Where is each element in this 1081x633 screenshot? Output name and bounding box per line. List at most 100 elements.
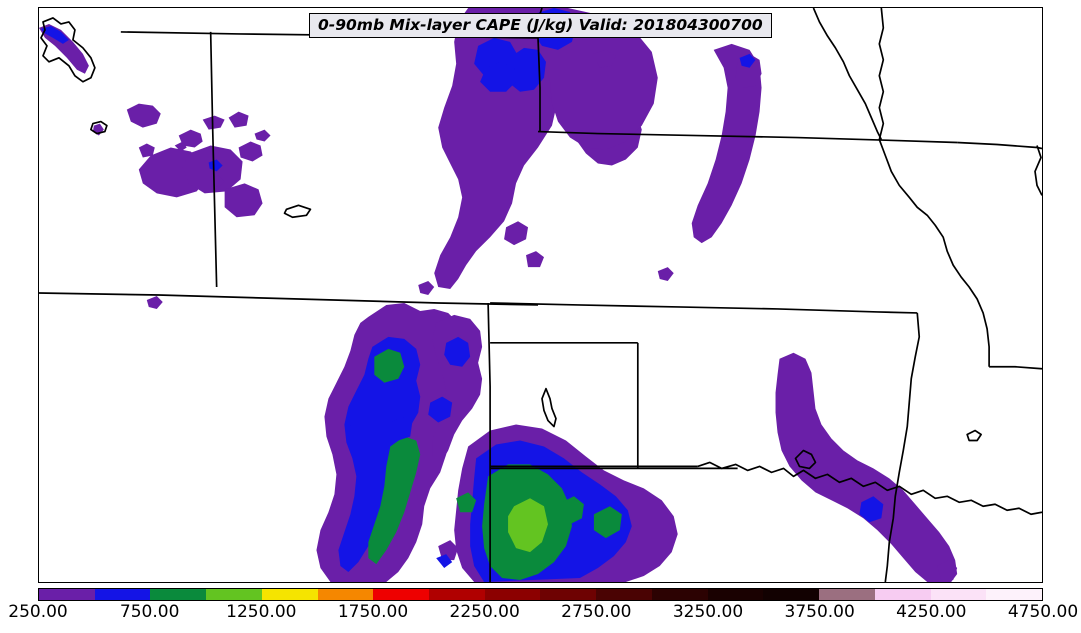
cape-band-green (593, 506, 622, 539)
small-reservoir-outline (283, 204, 312, 219)
colorbar-segment (763, 589, 820, 600)
colorbar-segment (540, 589, 597, 600)
cape-band-green (368, 436, 421, 565)
cape-band-purple (504, 221, 529, 246)
cape-band-purple (146, 295, 163, 309)
map-panel (38, 7, 1043, 583)
colorbar-segment (651, 589, 708, 600)
small-lake-outline (90, 120, 108, 135)
state-border-kansas-east (884, 312, 921, 582)
cape-band-purple (138, 143, 155, 158)
cape-band-purple (526, 251, 544, 268)
cape-band-purple (418, 281, 435, 295)
cape-region-colorado-scattered (126, 103, 271, 218)
colorbar-tick-label: 750.00 (119, 602, 180, 622)
cape-band-purple (238, 141, 263, 162)
colorbar-segment (986, 589, 1042, 600)
colorbar-tick-label: 3750.00 (784, 602, 855, 622)
state-border-wyoming-south (39, 292, 539, 306)
colorbar-tick-label: 1250.00 (226, 602, 297, 622)
colorbar-segment (429, 589, 485, 600)
cape-region-nebraska-kansas-corridor (146, 8, 674, 309)
cape-band-blue (859, 496, 884, 523)
colorbar-segment (261, 589, 318, 600)
cape-band-purple (691, 43, 762, 244)
lake-texoma-outline (794, 449, 817, 470)
chart-title: 0-90mb Mix-layer CAPE (J/kg) Valid: 2018… (318, 16, 763, 34)
cape-band-purple (224, 183, 263, 218)
state-border-iowa-south (957, 141, 1042, 150)
colorbar-tick-label: 3250.00 (672, 602, 744, 622)
cape-band-purple (937, 560, 958, 581)
colorbar-segment (39, 589, 95, 600)
cape-band-purple (775, 352, 958, 582)
cape-region-oklahoma-southern-plume (436, 424, 678, 582)
cape-band-blue (444, 336, 471, 367)
state-border-nebraska-north (537, 130, 958, 144)
cape-band-purple (174, 141, 187, 152)
cape-band-green (456, 492, 477, 513)
colorbar-tick-label: 2750.00 (561, 602, 632, 622)
cape-band-blue (338, 336, 421, 573)
river-missouri (878, 8, 990, 367)
cape-band-purple (795, 444, 816, 465)
state-border-missouri-arkansas (989, 365, 1042, 370)
cape-band-blue (348, 420, 369, 441)
chart-title-box: 0-90mb Mix-layer CAPE (J/kg) Valid: 2018… (309, 13, 772, 39)
cape-band-blue (208, 159, 223, 172)
cape-band-purple (592, 49, 616, 68)
colorbar-tick-label: 4250.00 (896, 602, 967, 622)
cape-band-purple (657, 267, 674, 282)
colorbar-segment (596, 589, 652, 600)
small-lake-missouri (966, 429, 982, 442)
colorbar-segment (874, 589, 931, 600)
cape-band-blue (428, 396, 453, 423)
state-border-nebraska-south (490, 302, 918, 314)
cape-band-blue (480, 61, 517, 92)
cape-region-great-salt-lake (39, 23, 104, 136)
state-border-wyoming-west (209, 31, 218, 288)
cape-filled-contours (39, 8, 958, 582)
cape-band-green (374, 348, 405, 383)
cape-band-purple (254, 129, 271, 142)
cape-band-purple (228, 111, 249, 128)
map-boundaries (39, 8, 1042, 582)
colorbar-tick-label: 4750.00 (1007, 602, 1079, 622)
colorbar-segment (930, 589, 987, 600)
colorbar-segment (150, 589, 207, 600)
cape-band-purple (126, 103, 161, 128)
cape-region-dakota-eastern-band (691, 43, 762, 244)
cape-band-light-green (508, 498, 548, 553)
small-reservoir-oklahoma (541, 387, 557, 428)
cape-region-red-river-band (775, 352, 958, 582)
river-mississippi-segment (1034, 145, 1042, 196)
river-upper-missouri (812, 8, 883, 140)
colorbar-tick-labels: 250.00 750.00 1250.00 1750.00 2250.00 2750.00… (0, 602, 1081, 628)
colorbar (38, 588, 1043, 601)
map-canvas (39, 8, 1042, 582)
colorbar-tick-label: 250.00 (8, 602, 68, 622)
state-border-oklahoma-texas-red-river (697, 461, 1042, 516)
colorbar-segment (206, 589, 262, 600)
cape-band-purple (438, 540, 459, 561)
colorbar-segment (317, 589, 374, 600)
cape-band-blue (40, 25, 69, 44)
cape-region-texas-panhandle-plume (316, 302, 483, 582)
cape-band-blue (388, 416, 413, 441)
cape-band-blue (739, 53, 756, 68)
colorbar-segment (819, 589, 875, 600)
colorbar-segment (707, 589, 764, 600)
colorbar-tick-label: 1750.00 (337, 602, 409, 622)
colorbar-segment (373, 589, 430, 600)
colorbar-segment (94, 589, 151, 600)
cape-band-green (559, 496, 584, 525)
colorbar-tick-label: 2250.00 (449, 602, 520, 622)
great-salt-lake-outline (40, 17, 96, 83)
state-border-colorado-kansas (487, 302, 491, 582)
cape-band-purple (178, 129, 203, 148)
state-border-nebraska-west (537, 37, 541, 132)
cape-band-blue (436, 554, 453, 569)
colorbar-segment (484, 589, 541, 600)
cape-band-purple (202, 115, 225, 130)
